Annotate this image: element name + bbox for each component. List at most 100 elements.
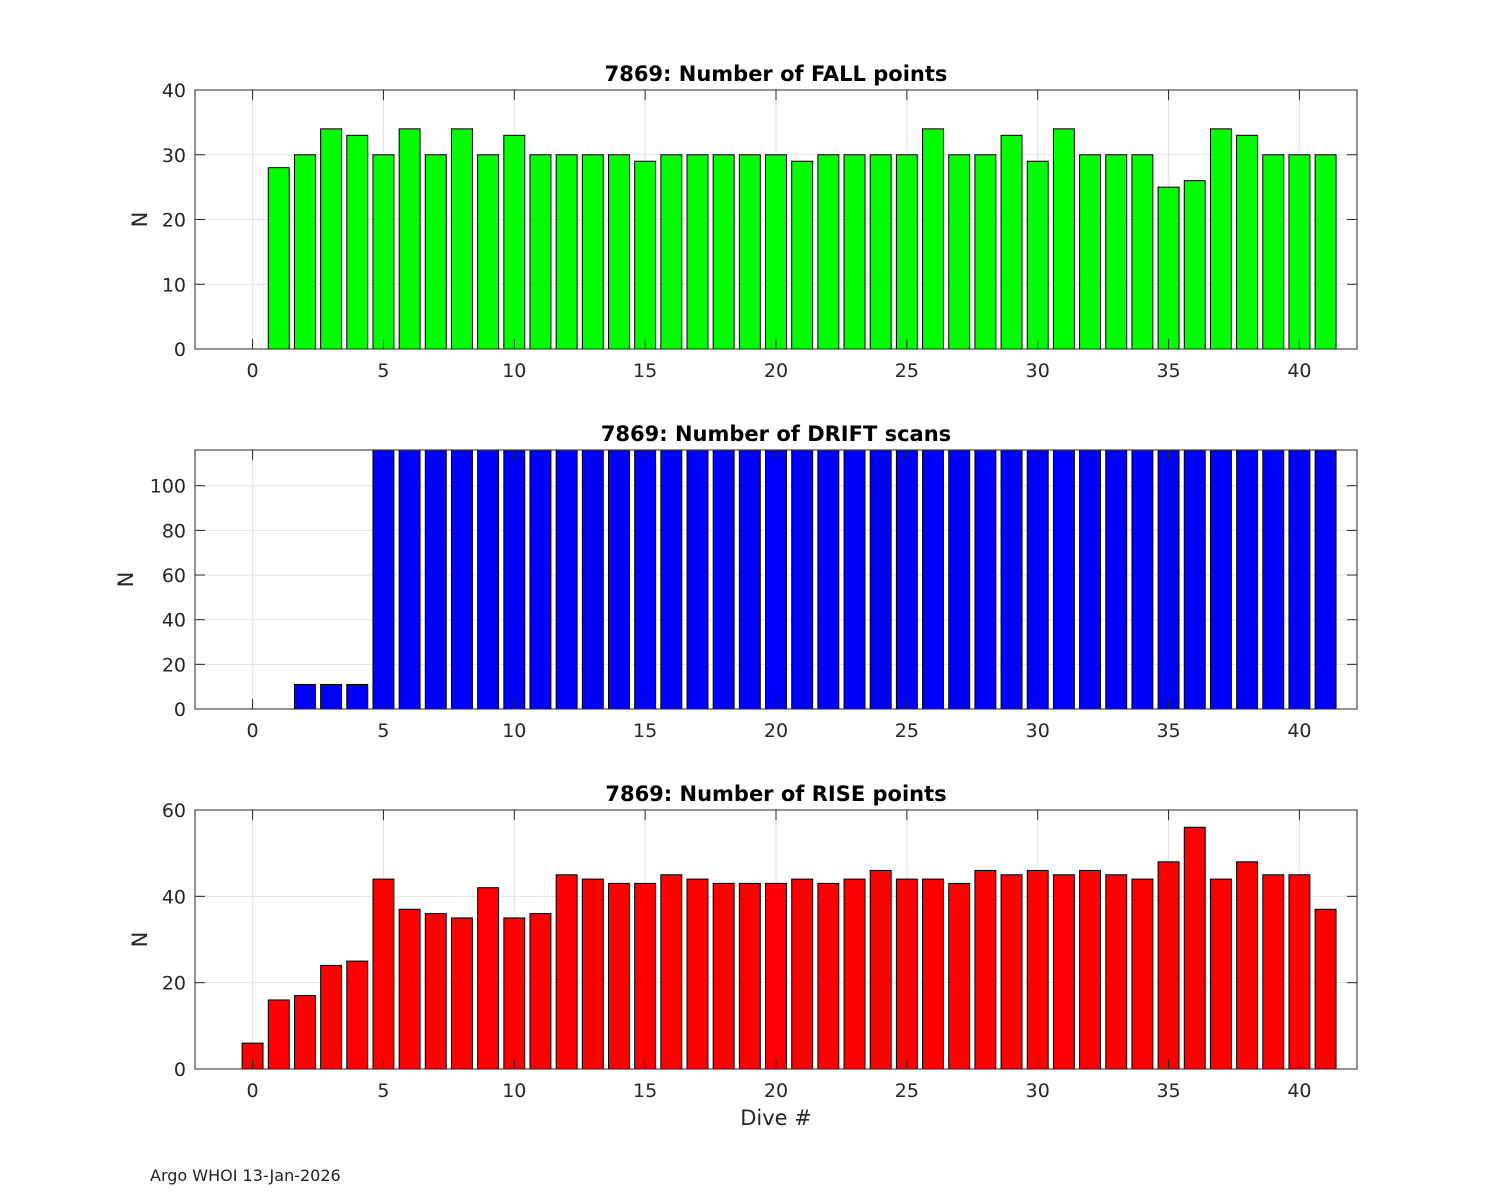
x-tick-label: 35 bbox=[1156, 720, 1180, 742]
bar bbox=[948, 154, 971, 350]
bar bbox=[293, 995, 316, 1070]
bar bbox=[608, 449, 630, 710]
bar bbox=[738, 154, 761, 350]
x-tick-label: 25 bbox=[895, 1080, 919, 1102]
bar bbox=[922, 878, 944, 1070]
bar bbox=[817, 882, 840, 1070]
bar bbox=[1052, 874, 1075, 1070]
y-tick-label: 80 bbox=[162, 520, 186, 542]
bar bbox=[791, 160, 814, 350]
bar bbox=[1183, 449, 1206, 710]
bar bbox=[581, 878, 604, 1070]
bar bbox=[555, 154, 578, 350]
bar bbox=[686, 878, 709, 1070]
bar bbox=[424, 154, 447, 350]
bar bbox=[922, 449, 944, 710]
bar bbox=[869, 869, 892, 1070]
bar bbox=[477, 449, 500, 710]
bar bbox=[398, 128, 421, 350]
chart-title: 7869: Number of FALL points bbox=[605, 62, 948, 86]
bar bbox=[581, 449, 604, 710]
bar bbox=[869, 449, 892, 710]
bar bbox=[1288, 874, 1311, 1070]
bar bbox=[450, 449, 473, 710]
bar bbox=[974, 869, 997, 1070]
bar bbox=[1157, 449, 1180, 710]
bar bbox=[922, 128, 944, 350]
bar bbox=[1079, 869, 1102, 1070]
y-tick-label: 40 bbox=[162, 610, 186, 632]
x-axis-label: Dive # bbox=[740, 1106, 812, 1130]
bar bbox=[765, 449, 787, 710]
y-tick-label: 60 bbox=[162, 800, 186, 822]
footer-text: Argo WHOI 13-Jan-2026 bbox=[150, 1166, 341, 1185]
bar bbox=[1000, 449, 1023, 710]
bar bbox=[791, 878, 814, 1070]
x-tick-label: 30 bbox=[1026, 720, 1050, 742]
bar bbox=[450, 917, 473, 1070]
bar bbox=[1209, 128, 1232, 350]
bar bbox=[1183, 180, 1206, 350]
bar bbox=[1105, 449, 1128, 710]
bar bbox=[869, 154, 892, 350]
bar bbox=[738, 882, 761, 1070]
bar bbox=[1026, 869, 1049, 1070]
x-tick-label: 0 bbox=[247, 360, 259, 382]
bar bbox=[608, 882, 630, 1070]
bar bbox=[1262, 154, 1285, 350]
bar bbox=[555, 874, 578, 1070]
bar bbox=[450, 128, 473, 350]
y-tick-label: 0 bbox=[174, 1059, 186, 1081]
bar bbox=[1262, 449, 1285, 710]
bar bbox=[503, 134, 526, 350]
bar bbox=[1131, 449, 1154, 710]
bar bbox=[477, 887, 500, 1070]
x-tick-label: 40 bbox=[1287, 360, 1311, 382]
x-tick-label: 10 bbox=[502, 360, 526, 382]
bar bbox=[346, 960, 369, 1070]
bar bbox=[817, 449, 840, 710]
y-tick-label: 20 bbox=[162, 210, 186, 232]
bar bbox=[1262, 874, 1285, 1070]
bar bbox=[1026, 449, 1049, 710]
bar bbox=[843, 878, 866, 1070]
bar bbox=[765, 154, 787, 350]
bar bbox=[267, 167, 290, 350]
bar bbox=[948, 449, 971, 710]
y-tick-label: 20 bbox=[162, 654, 186, 676]
x-tick-label: 15 bbox=[633, 1080, 657, 1102]
bar bbox=[660, 874, 683, 1070]
bar bbox=[1105, 154, 1128, 350]
x-tick-label: 35 bbox=[1156, 360, 1180, 382]
chart-title: 7869: Number of DRIFT scans bbox=[601, 422, 951, 446]
bar bbox=[372, 878, 395, 1070]
bar bbox=[738, 449, 761, 710]
bar bbox=[1026, 160, 1049, 350]
x-tick-label: 40 bbox=[1287, 720, 1311, 742]
bar bbox=[1000, 134, 1023, 350]
bar bbox=[1131, 878, 1154, 1070]
bar bbox=[895, 154, 918, 350]
x-tick-label: 30 bbox=[1026, 1080, 1050, 1102]
y-axis-label: N bbox=[114, 572, 138, 588]
x-tick-label: 0 bbox=[247, 720, 259, 742]
x-tick-label: 15 bbox=[633, 720, 657, 742]
x-tick-label: 5 bbox=[377, 720, 389, 742]
bar bbox=[1079, 154, 1102, 350]
bar bbox=[1000, 874, 1023, 1070]
bar bbox=[608, 154, 630, 350]
bar bbox=[346, 134, 369, 350]
y-tick-label: 10 bbox=[162, 274, 186, 296]
bar bbox=[529, 449, 552, 710]
bar bbox=[529, 913, 552, 1070]
bar bbox=[1288, 154, 1311, 350]
bar bbox=[712, 882, 735, 1070]
chart-title: 7869: Number of RISE points bbox=[605, 782, 946, 806]
x-tick-label: 5 bbox=[377, 1080, 389, 1102]
bar bbox=[1131, 154, 1154, 350]
x-tick-label: 20 bbox=[764, 360, 788, 382]
y-axis-label: N bbox=[128, 212, 152, 228]
y-tick-label: 30 bbox=[162, 145, 186, 167]
bar bbox=[634, 882, 657, 1070]
